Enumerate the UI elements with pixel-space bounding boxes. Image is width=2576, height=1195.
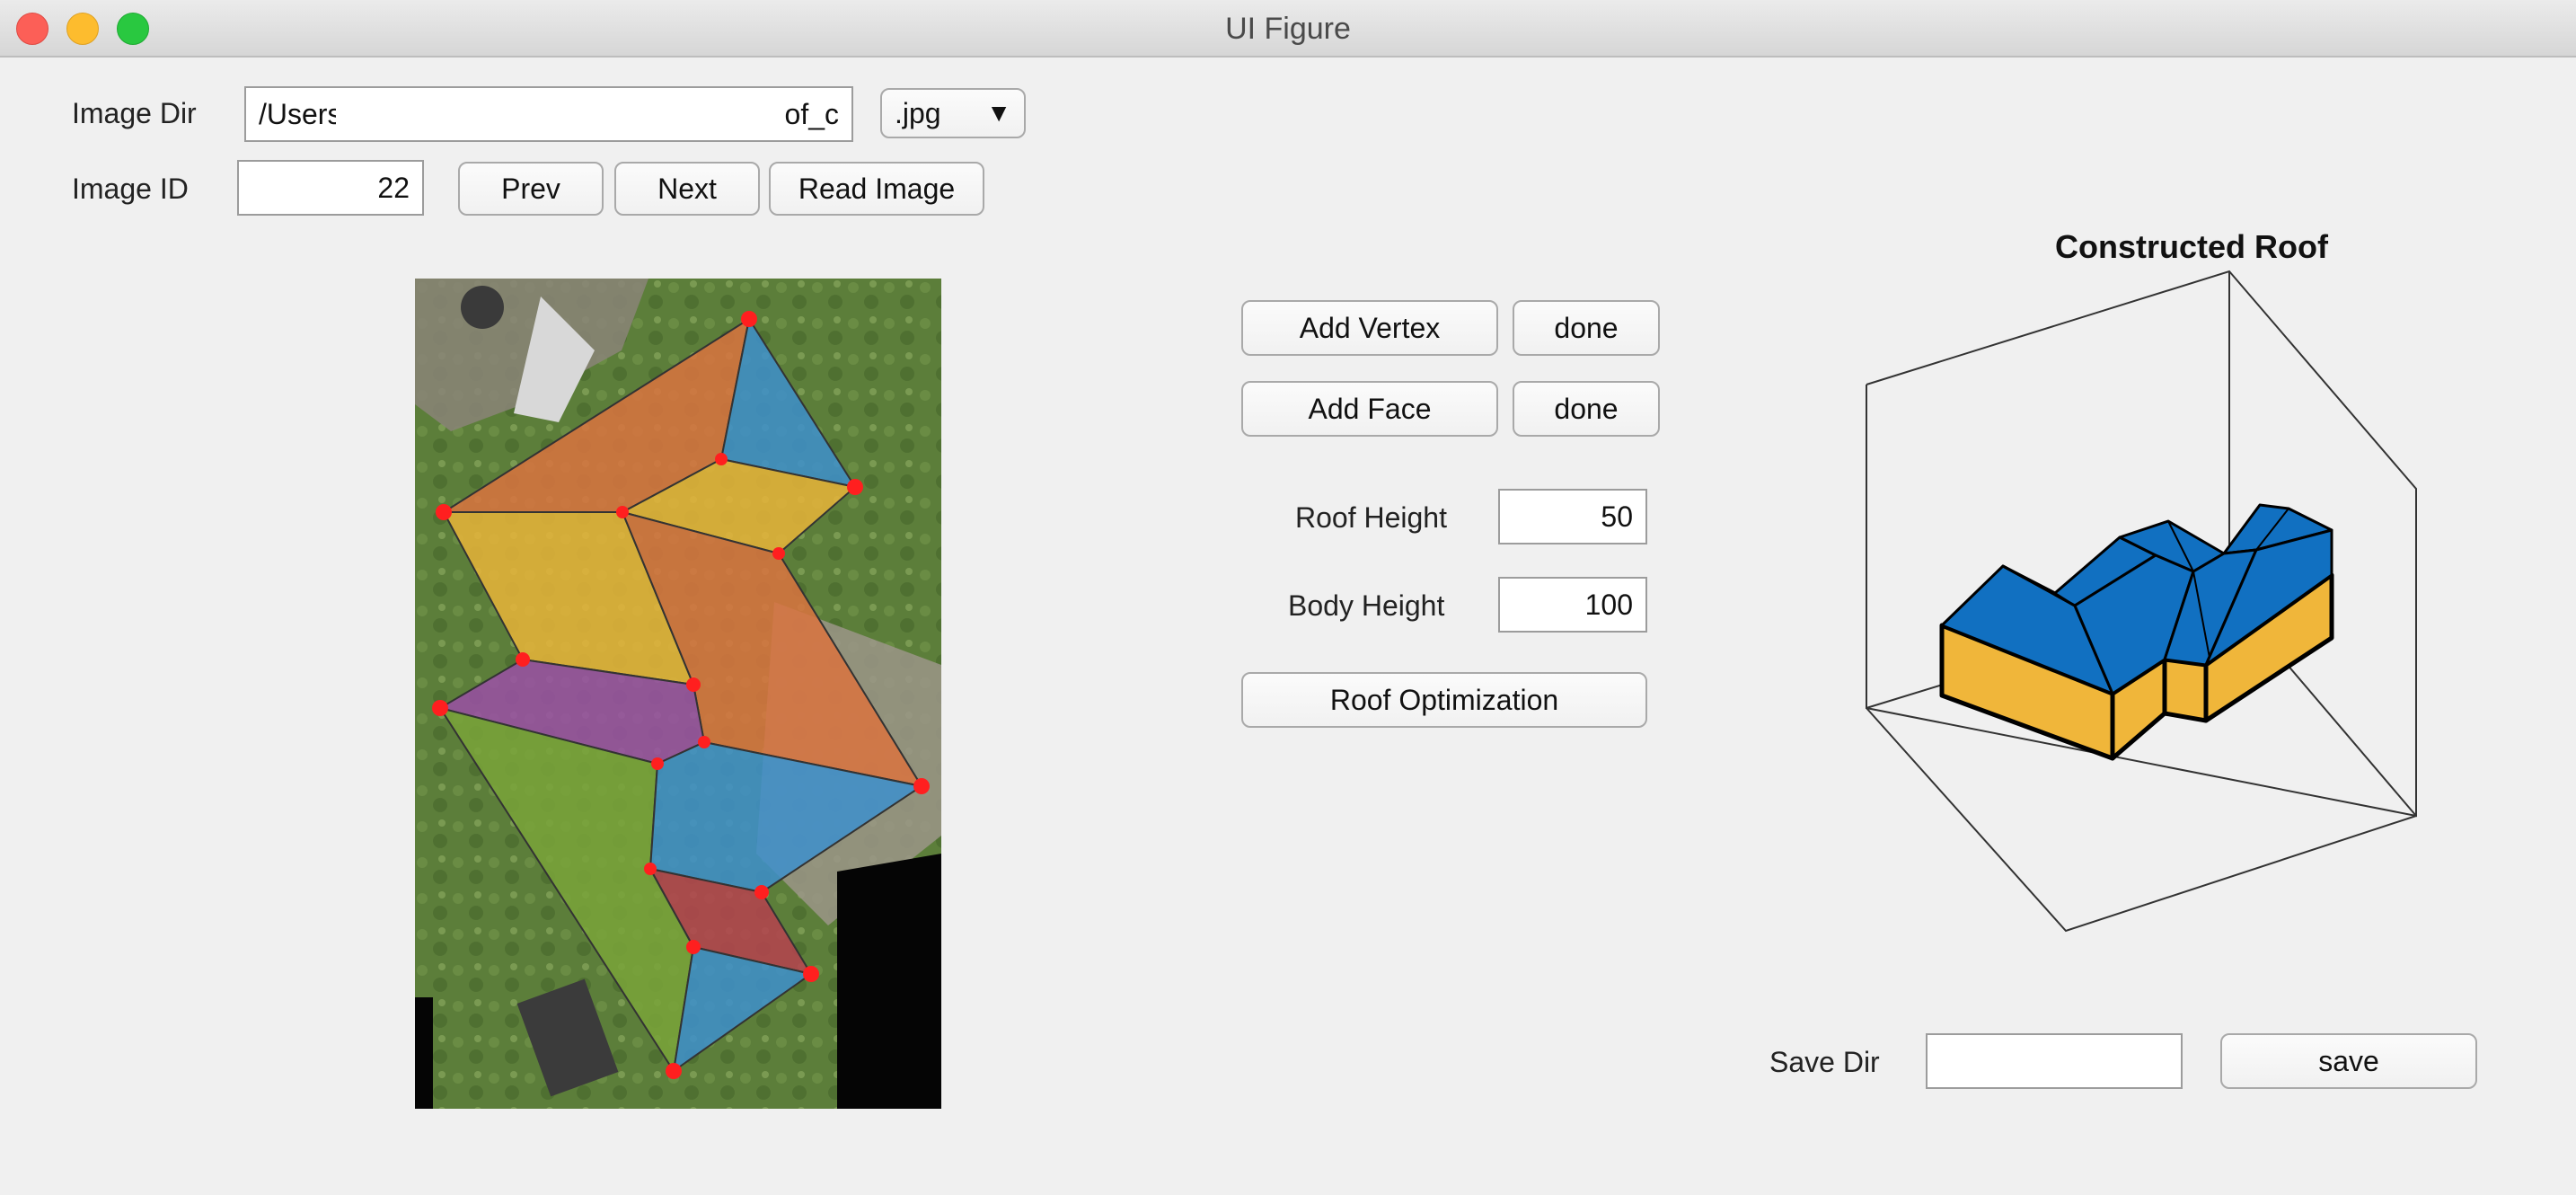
image-id-label: Image ID <box>72 173 189 205</box>
add-face-button[interactable]: Add Face <box>1241 381 1498 437</box>
roof-face-blue-center <box>648 740 924 894</box>
constructed-roof-plot[interactable] <box>1832 261 2461 952</box>
vertex-point[interactable] <box>803 966 819 982</box>
vertex-point[interactable] <box>698 736 710 748</box>
save-dir-field[interactable] <box>1926 1033 2183 1089</box>
next-button[interactable]: Next <box>614 162 760 216</box>
vertex-point[interactable] <box>754 885 769 899</box>
roof-height-label: Roof Height <box>1295 501 1447 534</box>
ridge-line <box>2167 520 2194 572</box>
shed <box>516 978 619 1097</box>
ridge-line <box>2054 592 2076 606</box>
vertex-point[interactable] <box>686 940 701 954</box>
save-button[interactable]: save <box>2220 1033 2477 1089</box>
no-data-strip <box>415 997 433 1109</box>
patio-table <box>461 286 504 329</box>
window-title: UI Figure <box>1225 12 1351 46</box>
aerial-image[interactable] <box>415 279 941 1109</box>
maximize-window-button[interactable] <box>117 13 149 45</box>
ridge-line <box>2192 571 2210 659</box>
extension-dropdown[interactable]: .jpg ▼ <box>880 88 1026 138</box>
image-dir-value-suffix: of_c <box>784 97 839 130</box>
vertex-point[interactable] <box>772 547 785 560</box>
vertex-point[interactable] <box>516 652 530 667</box>
redacted-path-segment <box>336 97 794 131</box>
image-dir-field[interactable]: /Users of_c <box>244 86 853 142</box>
read-image-button[interactable]: Read Image <box>769 162 984 216</box>
vertex-point[interactable] <box>666 1063 682 1079</box>
vertex-point[interactable] <box>715 453 728 465</box>
vertex-point[interactable] <box>644 863 657 875</box>
body-height-label: Body Height <box>1288 589 1445 622</box>
roof-face <box>2204 528 2333 667</box>
vertex-point[interactable] <box>651 757 664 770</box>
umbrella-shade <box>514 297 595 422</box>
add-vertex-button[interactable]: Add Vertex <box>1241 300 1498 356</box>
image-dir-label: Image Dir <box>72 97 197 129</box>
save-dir-label: Save Dir <box>1769 1046 1880 1078</box>
vertex-point[interactable] <box>847 479 863 495</box>
vertex-point[interactable] <box>741 311 757 327</box>
roof-ridges <box>2054 508 2289 659</box>
extension-selected: .jpg <box>895 96 941 129</box>
axes-outline <box>1866 270 2417 818</box>
no-data-area <box>837 854 941 1109</box>
wall-face-step <box>2162 657 2209 723</box>
vertex-markers[interactable] <box>432 311 930 1079</box>
image-dir-value-prefix: /Users <box>259 97 342 130</box>
building-roof <box>1940 503 2333 695</box>
roof-face-blue-bottom <box>672 945 814 1074</box>
minimize-window-button[interactable] <box>66 13 99 45</box>
vertex-point[interactable] <box>616 506 629 518</box>
axes-floor <box>1866 707 2417 933</box>
plot-title: Constructed Roof <box>2055 228 2328 265</box>
vertex-point[interactable] <box>436 504 452 520</box>
chevron-down-icon: ▼ <box>986 99 1011 127</box>
prev-button[interactable]: Prev <box>458 162 604 216</box>
roof-optimization-button[interactable]: Roof Optimization <box>1241 672 1647 728</box>
roof-height-field[interactable]: 50 <box>1498 489 1647 544</box>
ridge-line <box>2255 508 2289 551</box>
body-height-field[interactable]: 100 <box>1498 577 1647 633</box>
title-bar: UI Figure <box>0 0 2576 58</box>
close-window-button[interactable] <box>16 13 49 45</box>
vertex-point[interactable] <box>913 778 930 794</box>
add-vertex-done-button[interactable]: done <box>1513 300 1660 356</box>
vertex-point[interactable] <box>686 677 701 692</box>
image-id-field[interactable]: 22 <box>237 160 424 216</box>
add-face-done-button[interactable]: done <box>1513 381 1660 437</box>
aerial-image-panel[interactable] <box>415 279 941 1109</box>
vertex-point[interactable] <box>432 700 448 716</box>
